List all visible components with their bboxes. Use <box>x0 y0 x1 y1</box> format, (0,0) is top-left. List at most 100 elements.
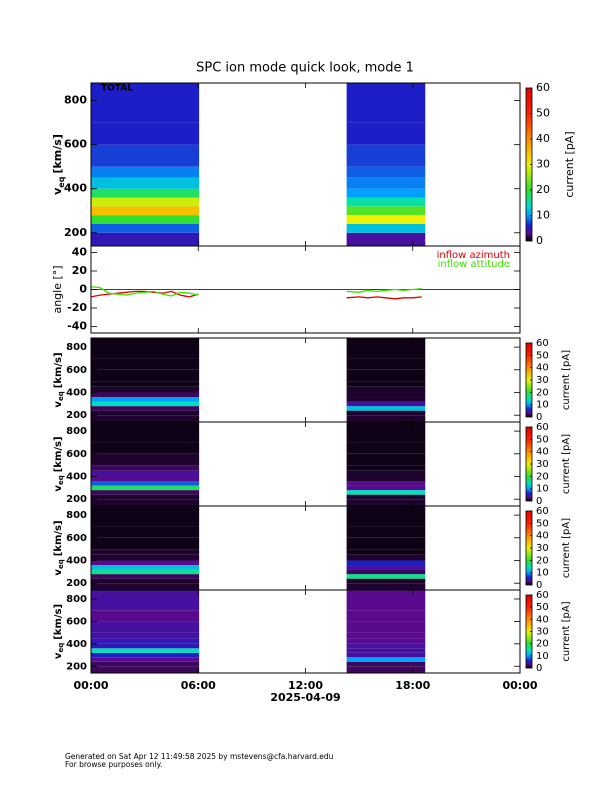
heatmap-cell <box>346 621 426 633</box>
heatmap-cell <box>346 506 426 527</box>
heatmap-cell <box>91 415 200 422</box>
heatmap-cell <box>346 643 426 649</box>
colorbar-tick-label: 20 <box>536 387 549 398</box>
x-tick-label: 12:00 <box>288 679 323 692</box>
y-axis-label: veq [km/s] <box>53 604 65 659</box>
colorbar-tick-label: 50 <box>536 518 549 529</box>
y-tick-label: -40 <box>67 320 87 333</box>
heatmap-cell <box>346 661 426 667</box>
y-tick-label: 800 <box>66 426 87 437</box>
legend-entry: inflow azimuth <box>437 250 510 261</box>
heatmap-cell <box>91 410 200 416</box>
heatmap-cell <box>91 648 200 653</box>
y-axis-label: angle [°] <box>51 265 64 313</box>
colorbar-tick-label: 30 <box>536 627 549 638</box>
heatmap-cell <box>91 83 200 123</box>
heatmap-cell <box>346 657 426 662</box>
heatmap-cell <box>91 485 200 491</box>
colorbar-tick-label: 10 <box>536 400 549 411</box>
heatmap-cell <box>346 415 426 422</box>
heatmap-cell <box>91 381 200 387</box>
heatmap-cell <box>346 638 426 644</box>
heatmap-cell <box>346 369 426 382</box>
heatmap-cell <box>346 122 426 145</box>
heatmap-cell <box>346 549 426 555</box>
colorbar-tick-label: 60 <box>536 422 549 433</box>
heatmap-cell <box>346 583 426 590</box>
y-axis-label-unit: [km/s] <box>53 436 64 472</box>
heatmap-cell <box>91 638 200 644</box>
y-axis-label-sub: eq <box>57 559 65 569</box>
heatmap-cell <box>91 206 200 216</box>
colorbar-label: current [pA] <box>563 131 576 197</box>
heatmap-cell <box>91 177 200 189</box>
heatmap-cell <box>91 386 200 393</box>
heatmap-cell <box>346 648 426 653</box>
heatmap-cell <box>346 166 426 178</box>
heatmap-cell <box>91 442 200 454</box>
heatmap-cell <box>91 537 200 550</box>
heatmap-cell <box>91 144 200 167</box>
y-axis-label: veq [km/s] <box>53 436 65 491</box>
heatmap-cell <box>346 392 426 398</box>
colorbar-tick-label: 60 <box>536 338 549 349</box>
x-tick-label: 18:00 <box>395 679 430 692</box>
heatmap-cell <box>91 197 200 207</box>
heatmap-cell <box>91 526 200 538</box>
heatmap-cell <box>346 485 426 491</box>
heatmap-cell <box>346 569 426 575</box>
y-tick-label: 400 <box>66 639 87 650</box>
heatmap-cell <box>91 465 200 471</box>
colorbar-tick-label: 50 <box>536 602 549 613</box>
y-axis-label-unit: [km/s] <box>53 520 64 556</box>
x-tick-label: 06:00 <box>181 679 216 692</box>
heatmap-cell <box>346 410 426 416</box>
heatmap-cell <box>346 358 426 370</box>
heatmap-cell <box>346 381 426 387</box>
heatmap-cell <box>91 406 200 411</box>
heatmap-cell <box>91 610 200 622</box>
y-tick-label: 200 <box>66 410 87 421</box>
heatmap-cell <box>91 506 200 527</box>
heatmap-cell <box>91 621 200 633</box>
heatmap-cell <box>346 554 426 561</box>
colorbar-tick-label: 40 <box>536 447 549 458</box>
line-series <box>90 290 422 300</box>
heatmap-cell <box>346 560 426 566</box>
y-axis-label-main: v <box>53 401 64 408</box>
heatmap-cell <box>91 661 200 667</box>
heatmap-cell <box>91 232 200 246</box>
colorbar-label: current [pA] <box>561 601 572 661</box>
heatmap-cell <box>91 494 200 500</box>
y-tick-label: 400 <box>64 182 87 195</box>
heatmap-cell <box>346 565 426 570</box>
heatmap-cell <box>346 223 426 233</box>
heatmap-cell <box>346 578 426 584</box>
colorbar-tick-label: 50 <box>536 434 549 445</box>
y-tick-label: -20 <box>67 301 87 314</box>
heatmap-cell <box>91 215 200 224</box>
heatmap-cell <box>91 481 200 486</box>
colorbar-tick-label: 0 <box>536 663 542 674</box>
heatmap-cell <box>346 590 426 611</box>
heatmap-cell <box>91 453 200 466</box>
heatmap-cell <box>346 188 426 198</box>
heatmap-cell <box>346 197 426 207</box>
heatmap-cell <box>346 499 426 506</box>
line-series <box>90 286 422 297</box>
colorbar-tick-label: 20 <box>536 471 549 482</box>
y-tick-label: 200 <box>66 494 87 505</box>
heatmap-cell <box>346 652 426 658</box>
colorbar-tick-label: 0 <box>536 580 542 591</box>
heatmap-cell <box>346 144 426 167</box>
heatmap-cell <box>91 490 200 495</box>
y-axis-label-unit: [km/s] <box>53 352 64 388</box>
heatmap-cell <box>346 232 426 246</box>
colorbar-tick-label: 30 <box>536 459 549 470</box>
heatmap-cell <box>346 526 426 538</box>
heatmap-cell <box>91 569 200 575</box>
y-axis-label-main: v <box>53 485 64 492</box>
heatmap-cell <box>91 188 200 198</box>
y-tick-label: 200 <box>66 578 87 589</box>
colorbar-tick-label: 10 <box>536 209 550 222</box>
